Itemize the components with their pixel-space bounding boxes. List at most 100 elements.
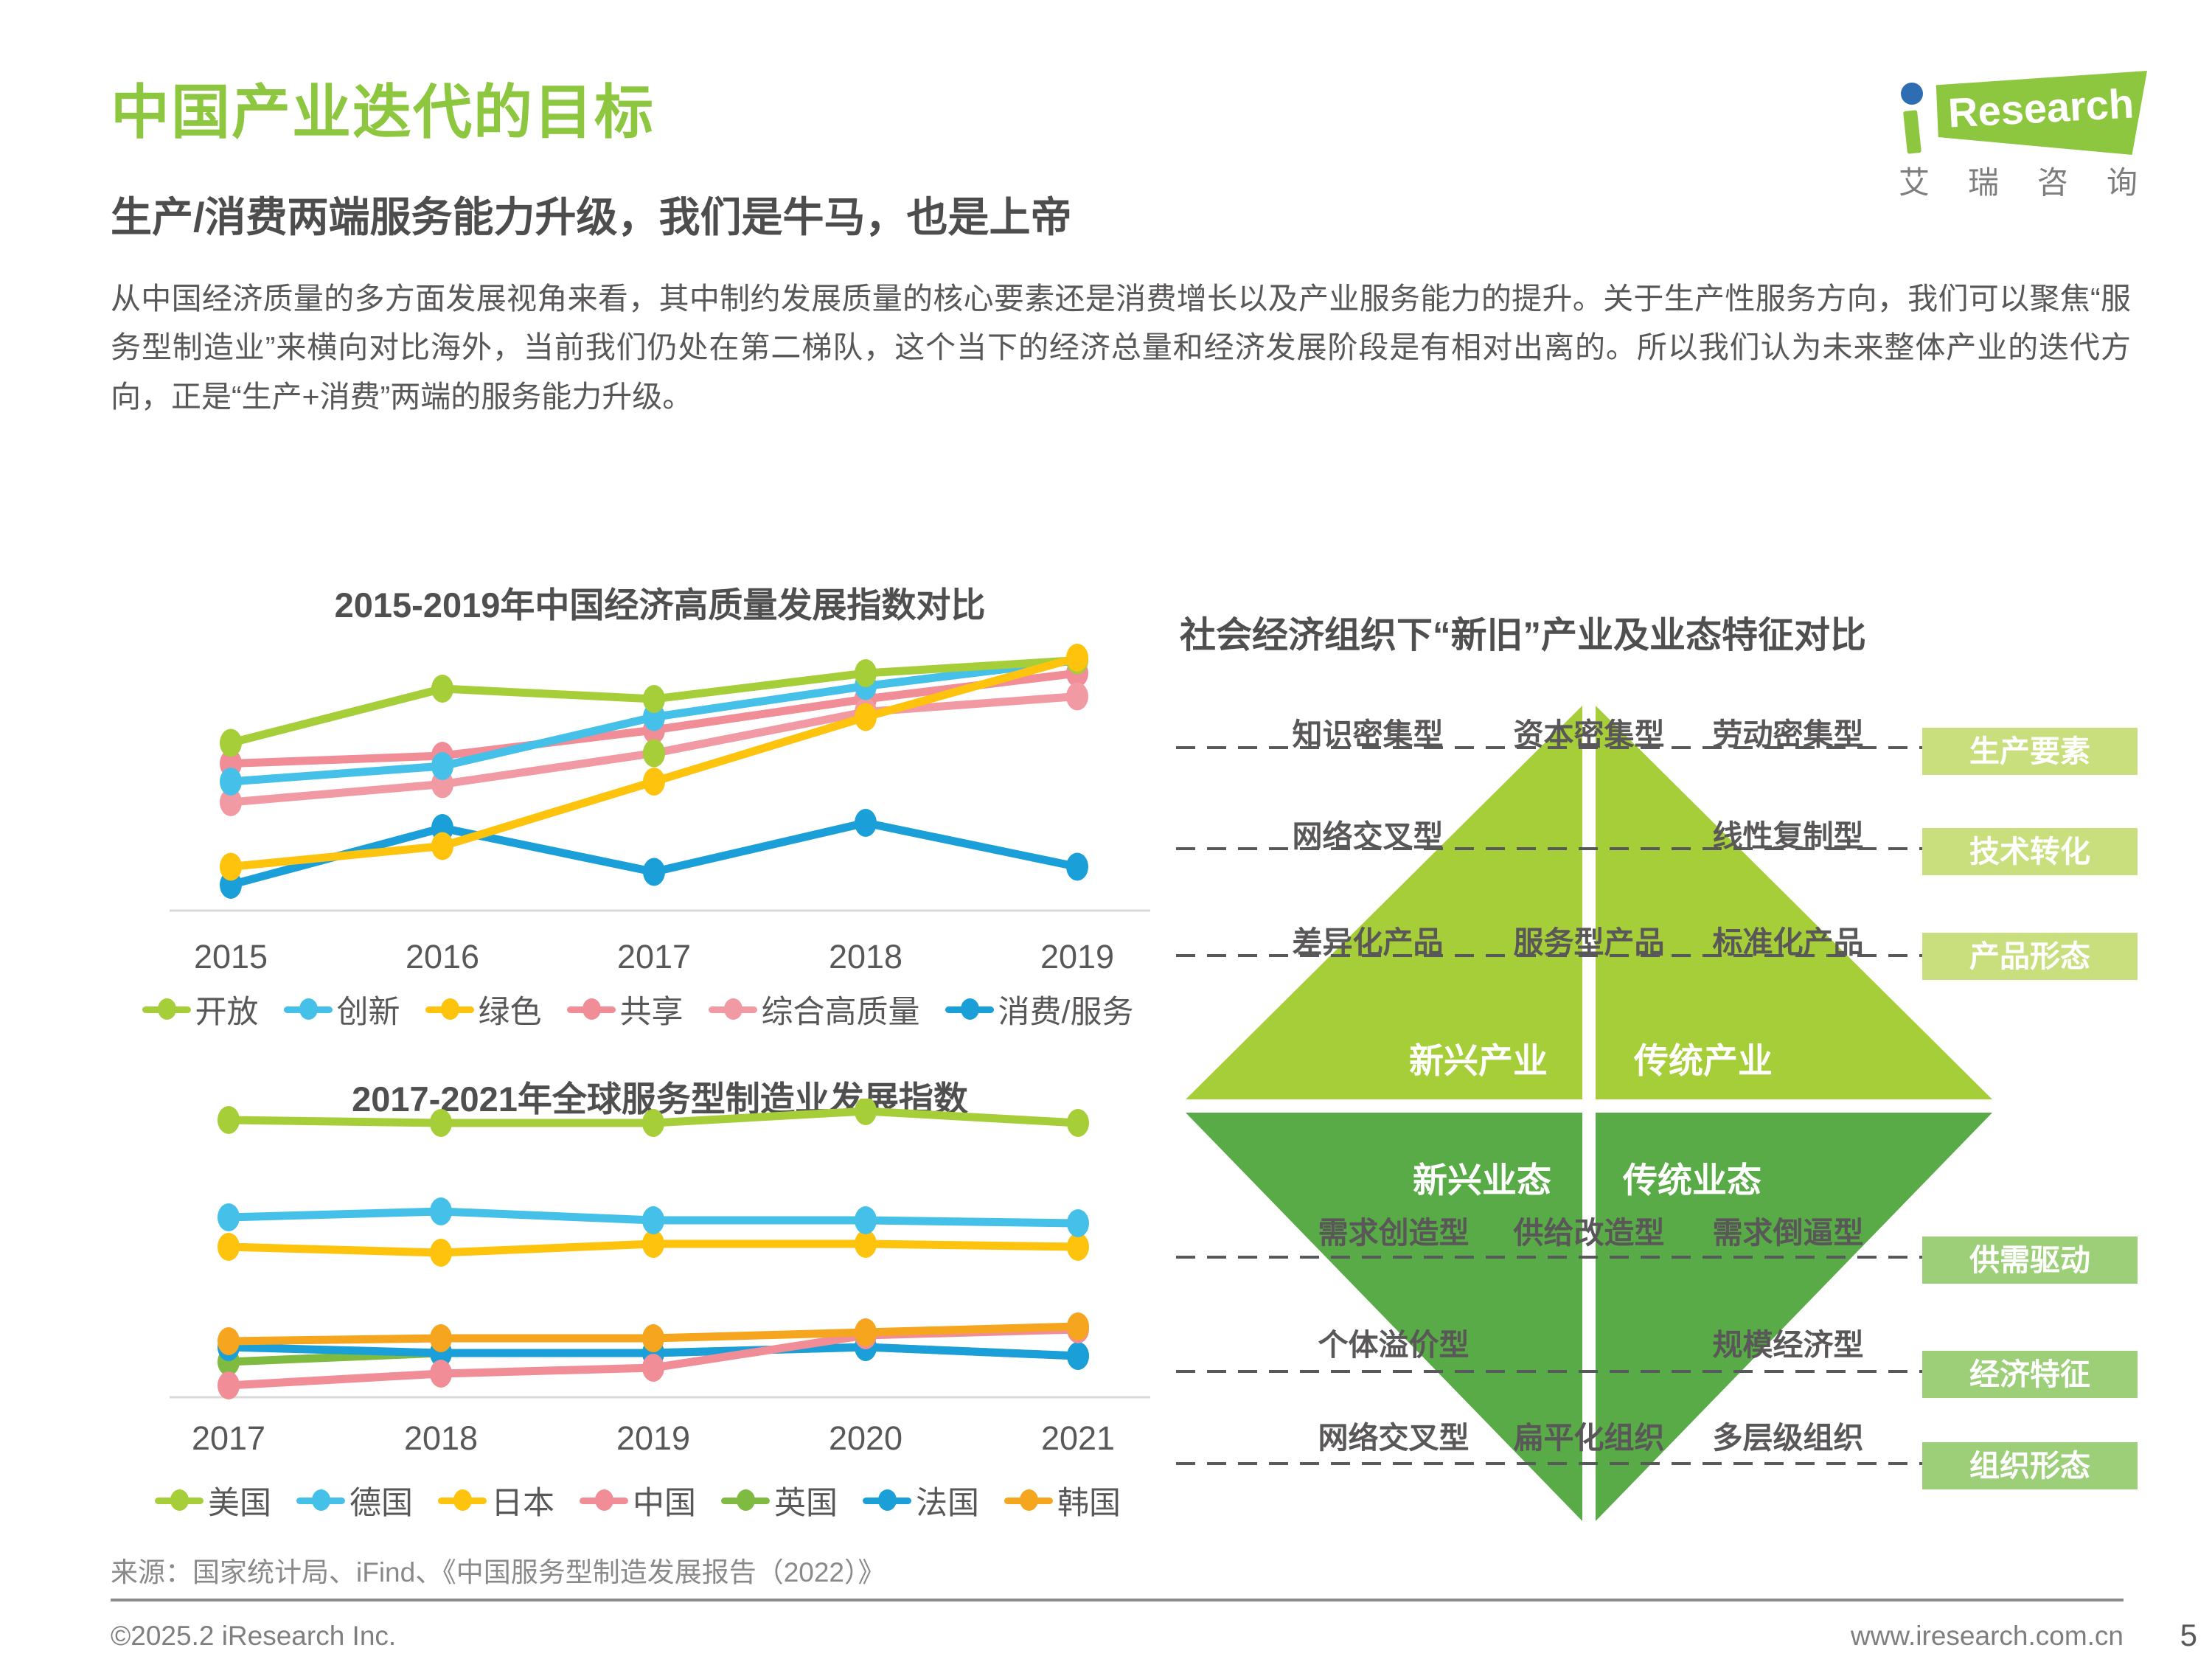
legend-item: 美国 (155, 1478, 271, 1523)
data-point (218, 1233, 240, 1261)
data-point (643, 858, 665, 886)
legend-label: 德国 (349, 1486, 413, 1521)
x-tick-label: 2018 (403, 1419, 479, 1457)
footer-copyright: ©2025.2 iResearch Inc. (111, 1621, 397, 1651)
data-point (1067, 1342, 1089, 1370)
page-title: 中国产业迭代的目标 (111, 80, 655, 145)
data-point (642, 1206, 664, 1234)
diamond-diagram (1176, 706, 2024, 1521)
diagram-title: 社会经济组织下“新旧”产业及业态特征对比 (1180, 616, 1867, 655)
data-point (855, 1206, 877, 1234)
legend-label: 法国 (916, 1486, 979, 1521)
legend-item: 共享 (566, 987, 684, 1032)
data-point (1067, 1209, 1089, 1237)
legend-marker-icon (438, 1488, 487, 1513)
data-point (220, 768, 242, 796)
legend-marker-icon (566, 997, 616, 1022)
data-point (643, 768, 665, 796)
chart1-line-plot (170, 644, 1150, 912)
legend-marker-icon (425, 997, 474, 1022)
diagram-tag: 组织形态 (1922, 1442, 2138, 1489)
legend-item: 绿色 (425, 987, 542, 1032)
legend-item: 英国 (721, 1478, 838, 1523)
legend-item: 创新 (283, 987, 400, 1032)
lower-left-triangle (1186, 1113, 1582, 1521)
data-point (218, 1106, 240, 1134)
diagram-label: 资本密集型 (1513, 717, 1665, 751)
iresearch-logo: Research (1935, 71, 2147, 155)
legend-label: 美国 (208, 1486, 271, 1521)
diagram-label: 供给改造型 (1513, 1216, 1665, 1250)
data-point (855, 1099, 877, 1125)
legend-item: 法国 (863, 1478, 979, 1523)
data-point (855, 659, 877, 687)
lower-right-triangle (1596, 1113, 1992, 1521)
x-tick-label: 2018 (828, 938, 903, 975)
source-note: 来源：国家统计局、iFind、《中国服务型制造发展报告（2022）》 (111, 1557, 886, 1587)
data-point (430, 1324, 452, 1352)
data-point (218, 1327, 240, 1355)
chart2-legend: 美国 德国 日本 中国 英国 法国 韩国 (103, 1478, 1172, 1523)
legend-marker-icon (721, 1488, 770, 1513)
chart2-x-axis-ticks: 2017 2018 2019 2020 2021 (170, 1419, 1150, 1464)
diagram-label: 个体溢价型 (1318, 1328, 1470, 1362)
diagram-label: 标准化产品 (1712, 925, 1864, 959)
legend-item: 开放 (142, 987, 259, 1032)
diagram-label: 服务型产品 (1513, 925, 1665, 959)
logo-brand-text: Research (1947, 80, 2135, 136)
data-point (642, 1230, 664, 1258)
legend-item: 综合高质量 (708, 987, 920, 1032)
diagram-sector-label: 新兴业态 (1413, 1161, 1551, 1200)
logo-i-stem-icon (1903, 110, 1921, 154)
data-point (1066, 682, 1088, 711)
data-point (1067, 1312, 1089, 1340)
legend-label: 共享 (619, 995, 684, 1030)
legend-item: 日本 (438, 1478, 554, 1523)
legend-marker-icon (142, 997, 191, 1022)
legend-marker-icon (945, 997, 994, 1022)
legend-marker-icon (708, 997, 757, 1022)
legend-label: 创新 (336, 995, 400, 1030)
data-point (642, 1109, 664, 1137)
data-point (1067, 1109, 1089, 1137)
upper-right-triangle (1596, 706, 1992, 1099)
legend-label: 韩国 (1057, 1486, 1121, 1521)
x-tick-label: 2017 (616, 938, 692, 975)
legend-marker-icon (155, 1488, 204, 1513)
data-point (220, 852, 242, 881)
logo-i-dot-icon (1901, 83, 1923, 105)
diagram-tag: 技术转化 (1922, 828, 2138, 875)
data-point (431, 752, 453, 780)
legend-label: 绿色 (478, 995, 542, 1030)
data-point (430, 1197, 452, 1225)
legend-marker-icon (283, 997, 333, 1022)
x-tick-label: 2020 (828, 1419, 903, 1457)
data-point (218, 1371, 240, 1399)
legend-marker-icon (863, 1488, 911, 1513)
legend-label: 综合高质量 (761, 995, 920, 1030)
chart1-title: 2015-2019年中国经济高质量发展指数对比 (334, 585, 986, 625)
diagram-label: 知识密集型 (1292, 717, 1444, 751)
diagram-label: 多层级组织 (1712, 1421, 1864, 1455)
chart1-x-axis-ticks: 2015 2016 2017 2018 2019 (170, 938, 1150, 982)
diagram-label: 网络交叉型 (1292, 819, 1444, 853)
diagram-tag: 经济特征 (1922, 1351, 2138, 1398)
diagram-sector-label: 传统业态 (1623, 1161, 1761, 1200)
legend-marker-icon (580, 1488, 628, 1513)
data-point (218, 1203, 240, 1231)
extra-data-point (643, 739, 665, 768)
diagram-sector-label: 新兴产业 (1409, 1041, 1548, 1080)
chart2-line-plot (170, 1099, 1150, 1399)
legend-item: 消费/服务 (945, 987, 1133, 1032)
x-tick-label: 2019 (1040, 938, 1115, 975)
x-tick-label: 2016 (405, 938, 480, 975)
data-point (642, 1324, 664, 1352)
data-point (430, 1109, 452, 1137)
legend-label: 中国 (633, 1486, 696, 1521)
data-point (855, 809, 877, 837)
diagram-label: 需求倒逼型 (1712, 1216, 1864, 1250)
data-point (1066, 852, 1088, 881)
legend-item: 中国 (580, 1478, 696, 1523)
diagram-sector-label: 传统产业 (1634, 1041, 1773, 1080)
